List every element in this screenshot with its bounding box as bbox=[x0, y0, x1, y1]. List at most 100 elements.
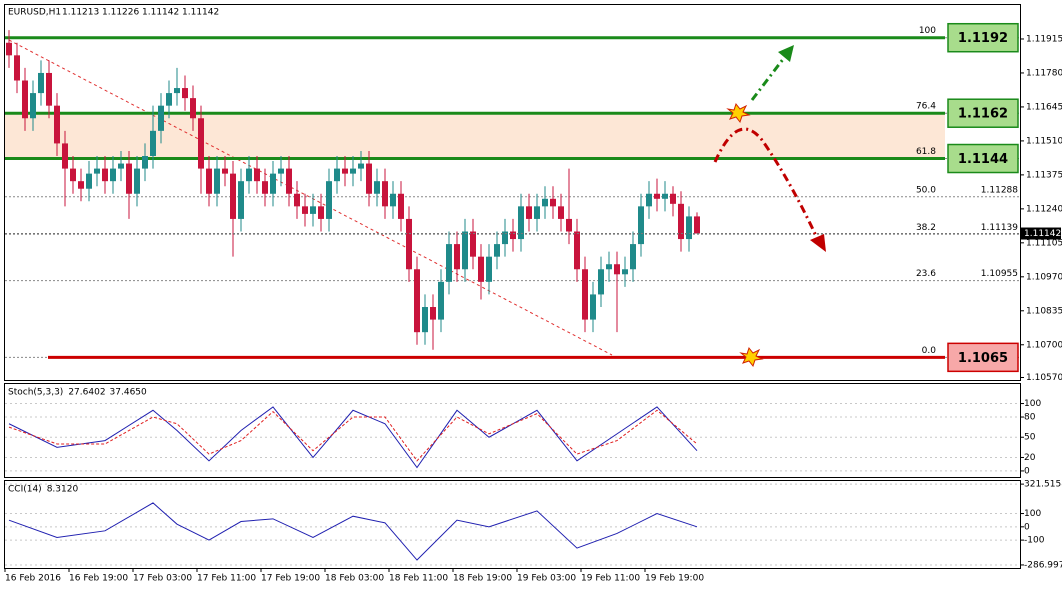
level-box-bg bbox=[947, 143, 1019, 174]
candle-body bbox=[518, 206, 524, 240]
candle-body bbox=[430, 307, 436, 320]
candle-body bbox=[110, 168, 116, 182]
header-value: 1.11142 bbox=[182, 8, 219, 18]
level-price: 1.11139 bbox=[981, 223, 1018, 233]
indicator-tick-label: 20 bbox=[1024, 453, 1036, 463]
indicator-tick-label: 50 bbox=[1024, 433, 1036, 443]
candle-body bbox=[62, 143, 68, 169]
candle-body bbox=[318, 206, 324, 219]
candle-body bbox=[214, 168, 220, 194]
candle-body bbox=[446, 244, 452, 282]
candle-body bbox=[94, 168, 100, 174]
candle-body bbox=[30, 93, 36, 119]
indicator-tick-label: 321.5158 bbox=[1024, 480, 1062, 490]
candle-body bbox=[206, 168, 212, 194]
candle-body bbox=[190, 98, 196, 119]
level-box-label: 1.1144 bbox=[958, 152, 1008, 167]
x-tick-label: 17 Feb 11:00 bbox=[197, 574, 256, 584]
candle-body bbox=[358, 163, 364, 169]
level-label: 61.8 bbox=[916, 147, 936, 157]
y-tick-label: 1.11645 bbox=[1026, 102, 1062, 112]
candle-body bbox=[622, 269, 628, 275]
indicator-tick-label: 100 bbox=[1024, 509, 1041, 519]
candle-body bbox=[654, 193, 660, 199]
indicator-reading: 27.6402 bbox=[68, 388, 105, 398]
level-label: 76.4 bbox=[916, 102, 936, 112]
x-tick-label: 16 Feb 19:00 bbox=[69, 574, 128, 584]
candle-body bbox=[70, 168, 76, 182]
candle-body bbox=[638, 206, 644, 245]
level-box-bg bbox=[947, 342, 1019, 373]
candle-body bbox=[86, 173, 92, 189]
candle-body bbox=[494, 244, 500, 257]
candle-body bbox=[598, 269, 604, 295]
y-tick-label: 1.11105 bbox=[1026, 238, 1062, 248]
y-tick-label: 1.11240 bbox=[1026, 204, 1062, 214]
x-tick-label: 18 Feb 19:00 bbox=[453, 574, 512, 584]
candle-body bbox=[270, 173, 276, 194]
candle-body bbox=[454, 244, 460, 270]
candle-body bbox=[646, 193, 652, 207]
level-box-bg bbox=[947, 22, 1019, 53]
level-box: 1.1144 bbox=[947, 143, 1019, 174]
candle-body bbox=[414, 269, 420, 333]
y-tick-label: 1.10570 bbox=[1026, 373, 1062, 383]
header-title: EURUSD,H1 bbox=[8, 8, 61, 18]
candle-body bbox=[630, 244, 636, 270]
level-box: 1.1162 bbox=[947, 98, 1019, 128]
stoch-panel bbox=[4, 383, 1021, 478]
candle-body bbox=[166, 93, 172, 106]
candle-body bbox=[102, 168, 108, 182]
candle-body bbox=[566, 218, 572, 232]
x-tick-label: 18 Feb 11:00 bbox=[389, 574, 448, 584]
level-box: 1.1065 bbox=[947, 342, 1019, 373]
level-box-label: 1.1065 bbox=[958, 351, 1008, 366]
candle-body bbox=[374, 181, 380, 194]
y-tick-label: 1.11915 bbox=[1026, 34, 1062, 44]
candle-body bbox=[382, 181, 388, 207]
x-tick-label: 19 Feb 19:00 bbox=[645, 574, 704, 584]
candle-body bbox=[118, 163, 124, 169]
candle-body bbox=[6, 42, 12, 56]
candle-body bbox=[550, 198, 556, 207]
level-label: 0.0 bbox=[922, 346, 937, 356]
candle-body bbox=[662, 193, 668, 199]
candle-body bbox=[558, 206, 564, 219]
x-tick-label: 16 Feb 2016 bbox=[5, 574, 61, 584]
candle-body bbox=[582, 269, 588, 320]
candle-body bbox=[294, 193, 300, 207]
burst bbox=[739, 346, 764, 368]
header-value: 1.11213 bbox=[62, 8, 99, 18]
candle-body bbox=[254, 168, 260, 182]
last-price-label: 1.11142 bbox=[1024, 229, 1061, 239]
x-tick-label: 17 Feb 19:00 bbox=[261, 574, 320, 584]
candle-body bbox=[142, 156, 148, 169]
candle-body bbox=[694, 216, 700, 234]
candle-body bbox=[46, 72, 52, 106]
indicator-name: Stoch(5,3,3) bbox=[8, 388, 63, 398]
candle-body bbox=[286, 168, 292, 194]
indicator-tick-label: -286.9977 bbox=[1024, 560, 1062, 570]
header-value: 1.11226 bbox=[102, 8, 139, 18]
x-tick-label: 19 Feb 11:00 bbox=[581, 574, 640, 584]
candle-body bbox=[278, 168, 284, 174]
candle-body bbox=[238, 181, 244, 219]
indicator-line bbox=[8, 502, 698, 561]
candle-body bbox=[398, 193, 404, 219]
candle-body bbox=[542, 198, 548, 207]
candle-body bbox=[574, 231, 580, 270]
candle-body bbox=[126, 163, 132, 194]
candle-body bbox=[262, 181, 268, 194]
level-box: 1.1192 bbox=[947, 22, 1019, 53]
candle-body bbox=[134, 168, 140, 194]
candle-body bbox=[246, 168, 252, 182]
indicator-tick-label: 0 bbox=[1024, 466, 1030, 476]
level-label: 38.2 bbox=[916, 223, 936, 233]
x-tick-label: 18 Feb 03:00 bbox=[325, 574, 384, 584]
y-tick-label: 1.11375 bbox=[1026, 170, 1062, 180]
main-panel bbox=[4, 4, 1021, 381]
candle-body bbox=[22, 80, 28, 119]
y-tick-label: 1.11510 bbox=[1026, 136, 1062, 146]
candle-body bbox=[678, 203, 684, 240]
indicator-tick-label: 80 bbox=[1024, 413, 1036, 423]
